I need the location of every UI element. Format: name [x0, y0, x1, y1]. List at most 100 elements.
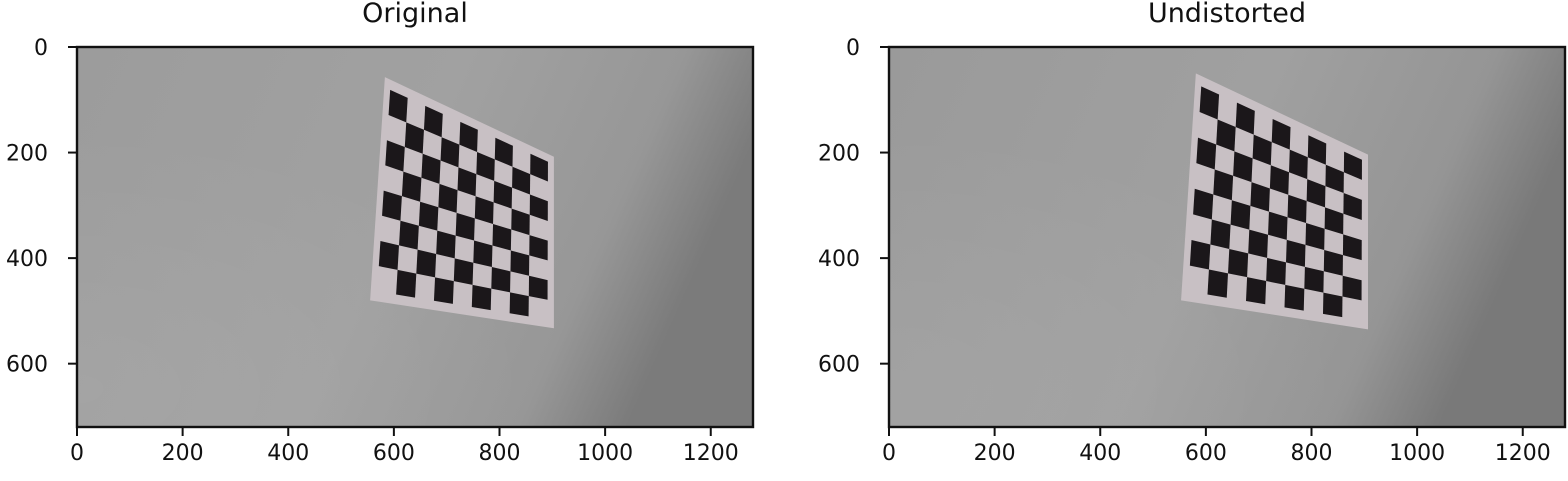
- right-checker-square: [1284, 284, 1305, 311]
- right-checker-square: [1268, 211, 1288, 240]
- right-x-ticks: 0 200 400 600 800 1000 1200: [882, 427, 1551, 466]
- right-y-tick-label: 600: [818, 353, 860, 378]
- right-checker-square: [1289, 149, 1308, 180]
- left-axes-frame: [75, 45, 755, 429]
- right-checker-square: [1252, 134, 1272, 166]
- left-checker-square: [440, 137, 460, 168]
- left-checker-square: [418, 201, 439, 231]
- left-checker-square: [493, 180, 513, 209]
- left-checker-square: [378, 240, 400, 270]
- right-subplot: Undistorted 0 200 400 600 800 1000 1200 0 200 40…: [818, 0, 1567, 466]
- left-checker-square: [433, 277, 454, 304]
- left-checker-square: [416, 249, 437, 278]
- right-checker-square: [1207, 269, 1229, 298]
- left-x-tick-label: 1200: [683, 441, 739, 466]
- right-checker-square: [1228, 248, 1249, 278]
- left-x-ticks: 0 200 400 600 800 1000 1200: [70, 427, 739, 466]
- left-checker-square: [474, 196, 494, 224]
- right-checker-square: [1233, 151, 1253, 183]
- right-checker-square: [1189, 240, 1211, 270]
- left-checker-square: [385, 140, 405, 172]
- left-checker-square: [382, 190, 402, 221]
- right-checker-square: [1342, 234, 1362, 261]
- left-checker-square: [529, 235, 548, 261]
- left-y-ticks: 0 200 400 600: [6, 36, 77, 378]
- left-checker-square: [528, 275, 548, 300]
- left-x-tick-label: 0: [70, 441, 84, 466]
- right-checker-square: [1324, 207, 1344, 235]
- right-x-tick-label: 800: [1291, 441, 1333, 466]
- left-checker-square: [473, 240, 493, 268]
- right-checker-square: [1322, 292, 1343, 318]
- left-x-tick-label: 1000: [577, 441, 633, 466]
- right-checker-square: [1199, 86, 1220, 120]
- right-checker-square: [1271, 118, 1291, 150]
- right-axes-frame: [887, 45, 1567, 429]
- left-checker-square: [438, 183, 458, 213]
- right-y-tick-label: 0: [846, 36, 860, 61]
- right-checker-square: [1235, 102, 1255, 135]
- right-image: [889, 47, 1565, 427]
- right-x-tick-label: 1000: [1389, 441, 1445, 466]
- left-checker-square: [421, 153, 441, 184]
- left-checker-square: [399, 220, 419, 250]
- right-y-ticks: 0 200 400 600: [818, 36, 889, 378]
- right-checker-square: [1325, 164, 1344, 193]
- left-x-tick-label: 200: [162, 441, 204, 466]
- right-checker-square: [1286, 239, 1306, 267]
- right-x-tick-label: 600: [1185, 441, 1227, 466]
- left-checker-square: [396, 269, 417, 298]
- right-subplot-title: Undistorted: [1148, 0, 1306, 29]
- left-checker-square: [436, 230, 456, 259]
- left-checker-square: [457, 167, 477, 197]
- right-checker-square: [1343, 151, 1362, 180]
- right-x-tick-label: 0: [882, 441, 896, 466]
- right-checkerboard: [1181, 73, 1369, 330]
- right-checker-square: [1248, 229, 1269, 258]
- left-checker-square: [494, 137, 513, 167]
- right-y-tick-label: 200: [818, 142, 860, 167]
- left-checkerboard: [370, 77, 554, 329]
- right-checker-square: [1269, 165, 1290, 195]
- right-checker-square: [1196, 137, 1217, 170]
- right-x-tick-label: 200: [974, 441, 1016, 466]
- right-checker-square: [1307, 135, 1327, 165]
- left-checker-square: [404, 122, 424, 154]
- right-checker-square: [1343, 193, 1362, 220]
- left-y-tick-label: 200: [6, 142, 48, 167]
- left-checker-square: [530, 153, 548, 182]
- right-checker-square: [1213, 169, 1234, 201]
- left-checker-square: [471, 284, 492, 311]
- left-checker-square: [509, 292, 529, 317]
- left-subplot: Original 0 200 400 600 800 1000 1200 0 200 400 60…: [6, 0, 755, 466]
- right-checker-square: [1304, 266, 1324, 293]
- left-y-tick-label: 400: [6, 247, 48, 272]
- right-checker-square: [1266, 257, 1286, 285]
- right-checker-square: [1287, 194, 1307, 223]
- left-image: [77, 47, 753, 427]
- right-checker-square: [1305, 222, 1325, 250]
- left-checker-square: [453, 258, 474, 285]
- left-checker-square: [512, 166, 531, 195]
- left-checker-square: [388, 89, 408, 123]
- left-checker-square: [492, 223, 512, 251]
- right-checker-square: [1193, 188, 1214, 220]
- left-checker-square: [476, 151, 495, 181]
- left-checker-square: [511, 208, 530, 236]
- left-checker-square: [401, 171, 422, 202]
- left-checker-square: [423, 105, 443, 138]
- left-x-tick-label: 600: [373, 441, 415, 466]
- right-y-tick-label: 400: [818, 247, 860, 272]
- left-x-tick-label: 800: [479, 441, 521, 466]
- left-y-tick-label: 0: [34, 36, 48, 61]
- right-x-tick-label: 1200: [1495, 441, 1551, 466]
- right-checker-square: [1250, 182, 1270, 212]
- right-checker-square: [1216, 119, 1236, 152]
- right-checker-square: [1230, 200, 1251, 230]
- right-checker-square: [1210, 219, 1231, 249]
- left-checker-square: [510, 250, 530, 276]
- left-checker-square: [459, 121, 478, 152]
- right-x-tick-label: 400: [1079, 441, 1121, 466]
- left-checker-square: [491, 267, 511, 293]
